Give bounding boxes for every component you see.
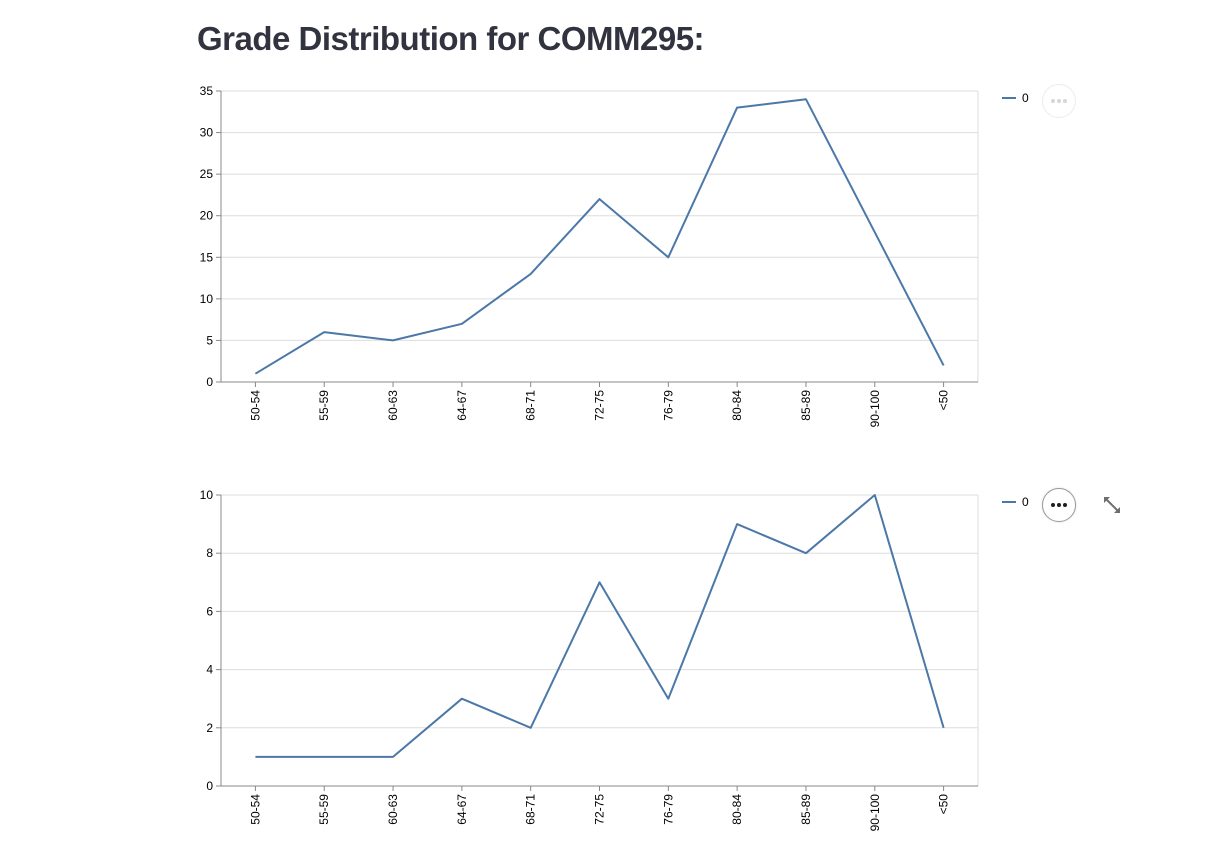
x-tick-label: 60-63	[386, 390, 400, 421]
x-tick-label: 72-75	[593, 794, 607, 825]
chart-1-plot: 0 5 10 15 20 25 30 35 50-54 55-59 60-63 64-67 68-71 7…	[200, 84, 979, 428]
legend-swatch	[1002, 97, 1016, 99]
x-tick-label: 72-75	[593, 390, 607, 421]
x-tick-label: 90-100	[868, 794, 882, 832]
y-tick-label: 35	[200, 84, 214, 98]
x-tick-label: 85-89	[799, 390, 813, 421]
legend-label: 0	[1022, 495, 1029, 509]
ellipsis-icon	[1051, 503, 1067, 507]
ellipsis-icon	[1051, 99, 1067, 103]
y-tick-label: 10	[200, 292, 214, 306]
chart-2-menu-button[interactable]	[1042, 488, 1076, 522]
y-tick-label: 0	[206, 779, 213, 793]
chart-2-plot: 0 2 4 6 8 10 50-54 55-59 60-63 64-67 68-71 72-75 76-…	[200, 488, 979, 832]
chart-1-legend: 0	[1002, 91, 1029, 105]
series-line	[255, 494, 945, 758]
y-tick-label: 6	[206, 604, 213, 618]
y-tick-label: 8	[206, 546, 213, 560]
page-title: Grade Distribution for COMM295:	[197, 20, 705, 57]
x-tick-label: 68-71	[524, 390, 538, 421]
x-tick-label: 60-63	[386, 794, 400, 825]
x-tick-label: 68-71	[524, 794, 538, 825]
y-tick-label: 2	[206, 721, 213, 735]
x-tick-label: 50-54	[248, 390, 262, 421]
x-tick-label: 80-84	[730, 390, 744, 421]
y-tick-label: 20	[200, 209, 214, 223]
x-tick-label: 64-67	[455, 390, 469, 421]
x-tick-label: 76-79	[661, 390, 675, 421]
y-tick-label: 5	[206, 333, 213, 347]
y-tick-label: 10	[200, 488, 214, 502]
x-tick-label: 64-67	[455, 794, 469, 825]
x-tick-label: 80-84	[730, 794, 744, 825]
x-tick-label: 85-89	[799, 794, 813, 825]
chart-2: 0 2 4 6 8 10 50-54 55-59 60-63 64-67 68-71 72-75 76-…	[0, 440, 1227, 868]
series-line	[254, 98, 945, 375]
fullscreen-expand-icon[interactable]	[1101, 494, 1123, 516]
y-tick-label: 25	[200, 167, 214, 181]
y-tick-label: 4	[206, 663, 213, 677]
x-tick-label: 76-79	[661, 794, 675, 825]
legend-swatch	[1002, 501, 1016, 503]
x-tick-label: <50	[937, 390, 951, 411]
chart-2-legend: 0	[1002, 495, 1029, 509]
x-tick-label: 90-100	[868, 390, 882, 428]
x-tick-label: 50-54	[248, 794, 262, 825]
y-tick-label: 15	[200, 250, 214, 264]
x-tick-label: 55-59	[317, 794, 331, 825]
y-tick-label: 0	[206, 375, 213, 389]
y-tick-label: 30	[200, 126, 214, 140]
chart-1: 0 5 10 15 20 25 30 35 50-54 55-59 60-63 64-67 68-71 7…	[200, 84, 1076, 428]
x-tick-label: <50	[937, 794, 951, 815]
x-tick-label: 55-59	[317, 390, 331, 421]
chart-1-menu-button[interactable]	[1042, 84, 1076, 118]
legend-label: 0	[1022, 91, 1029, 105]
